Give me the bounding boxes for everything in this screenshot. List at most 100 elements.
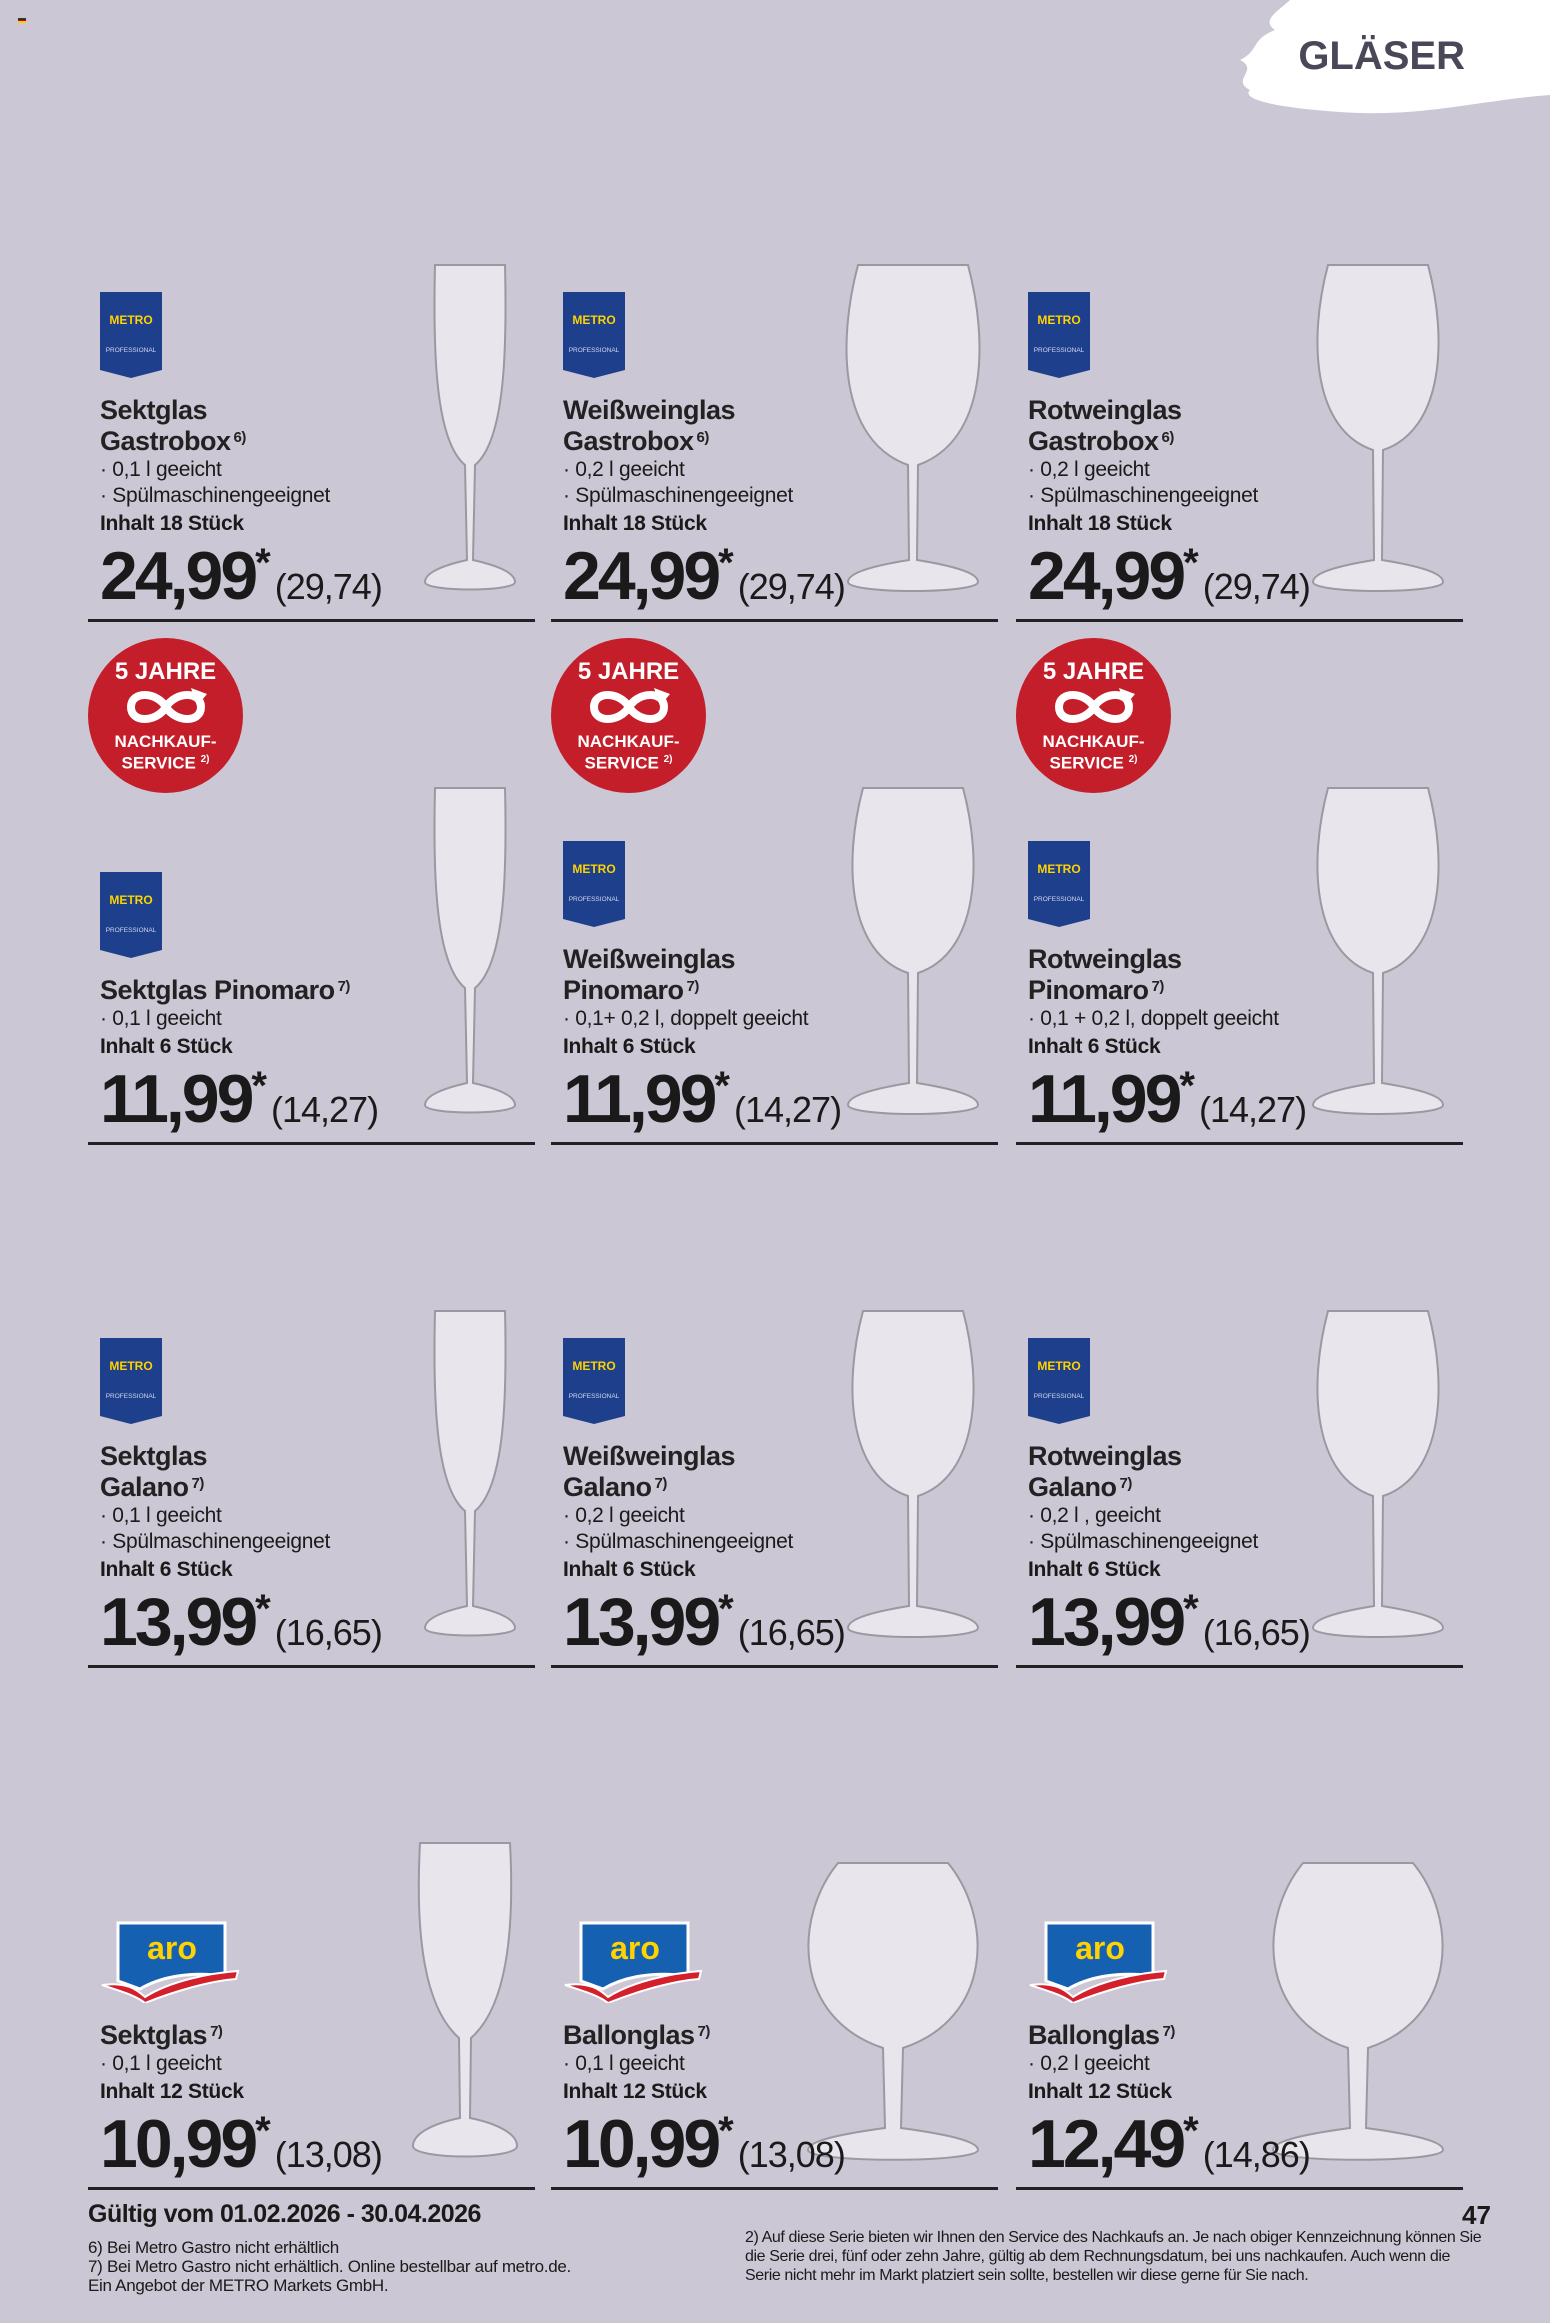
price-asterisk: * [1179,1064,1195,1108]
aro-brand-logo: aro [563,1921,863,2008]
title-line: Weißweinglas [563,1441,736,1471]
pack-size: Inhalt 18 Stück [100,512,244,535]
pack-size: Inhalt 12 Stück [100,2080,244,2103]
svg-text:PROFESSIONAL: PROFESSIONAL [1034,1393,1085,1400]
product-card[interactable]: METRO PROFESSIONAL Rotweinglas Galano 7) · 0,… [1016,1180,1463,1668]
svg-text:PROFESSIONAL: PROFESSIONAL [106,927,157,934]
category-title: GLÄSER [1298,34,1465,78]
price: 13,99*(16,65) [100,1587,400,1657]
title-line: Weißweinglas [563,395,736,425]
net-price: 11,99 [100,1061,254,1137]
product-card[interactable]: aro Ballonglas 7) · 0,1 l geeicht Inhalt 12 … [551,1720,998,2190]
badge-text: SERVICE [1049,753,1124,773]
pack-size: Inhalt 6 Stück [563,1035,696,1058]
product-title: Ballonglas 7) [1028,2020,1328,2051]
svg-text:aro: aro [147,1930,197,1966]
price-asterisk: * [718,541,734,585]
metro-brand-logo: METRO PROFESSIONAL [1028,292,1328,383]
product-info: METRO PROFESSIONAL Weißweinglas Gastrobox 6)… [563,292,863,611]
product-card[interactable]: aro Ballonglas 7) · 0,2 l geeicht Inhalt 12 … [1016,1720,1463,2190]
title-line: Pinomaro [563,975,684,1005]
price: 24,99*(29,74) [100,541,400,611]
gross-price: (14,27) [271,1089,379,1130]
aro-brand-logo: aro [100,1921,400,2008]
product-feature: · Spülmaschinengeeignet [1028,484,1259,507]
footnote-ref: 7) [697,2023,711,2040]
product-info: METRO PROFESSIONAL Rotweinglas Gastrobox 6) ·… [1028,292,1328,611]
glass-image [1303,260,1453,605]
metro-brand-logo: METRO PROFESSIONAL [1028,1338,1328,1429]
product-title: Sektglas Gastrobox 6) [100,395,400,457]
price-asterisk: * [1183,1587,1199,1631]
page-number: 47 [1462,2200,1491,2230]
product-feature: · 0,2 l geeicht [563,1504,685,1527]
infinity-arrow-icon [589,688,670,723]
glass-image [405,1838,525,2173]
product-title: Rotweinglas Galano 7) [1028,1441,1328,1503]
footnote-ref: 7) [686,978,700,995]
title-line: Galano [100,1472,189,1502]
product-feature: · Spülmaschinengeeignet [1028,1530,1259,1553]
product-feature: · 0,2 l geeicht [1028,458,1150,481]
price-asterisk: * [255,1587,271,1631]
product-card[interactable]: 5 JAHRE NACHKAUF- SERVICE 2) METRO PROFESSIO… [551,638,998,1145]
glass-image [1263,1858,1453,2173]
footnote-ref: 7) [191,1475,205,1492]
pack-size: Inhalt 18 Stück [1028,512,1172,535]
svg-text:METRO: METRO [109,313,152,327]
product-info: METRO PROFESSIONAL Sektglas Galano 7) · 0,1 l… [100,1338,400,1657]
svg-text:METRO: METRO [109,1359,152,1373]
footnote: Ein Angebot der METRO Markets GmbH. [88,2276,389,2295]
product-title: Sektglas 7) [100,2020,400,2051]
net-price: 13,99 [563,1584,721,1660]
product-info: METRO PROFESSIONAL Weißweinglas Pinomaro 7) ·… [563,841,863,1134]
footnote-ref: 6) [233,429,247,446]
title-line: Weißweinglas [563,944,736,974]
glass-image [798,1858,988,2173]
product-card[interactable]: METRO PROFESSIONAL Rotweinglas Gastrobox 6) ·… [1016,200,1463,622]
svg-text:METRO: METRO [572,313,615,327]
nachkauf-service-badge: 5 JAHRE NACHKAUF- SERVICE 2) [88,638,243,793]
glass-image [415,260,525,605]
net-price: 11,99 [1028,1061,1182,1137]
svg-text:METRO: METRO [1037,1359,1080,1373]
footnotes-left: 6) Bei Metro Gastro nicht erhältlich 7) … [88,2238,571,2295]
product-card[interactable]: aro Sektglas 7) · 0,1 l geeicht Inhalt 12 St… [88,1720,535,2190]
glass-image [415,783,525,1128]
gross-price: (16,65) [737,1612,846,1653]
svg-text:PROFESSIONAL: PROFESSIONAL [569,896,620,903]
product-card[interactable]: 5 JAHRE NACHKAUF- SERVICE 2) METRO PROFESSIO… [1016,638,1463,1145]
product-feature: · 0,2 l geeicht [563,458,685,481]
title-line: Sektglas [100,395,208,425]
product-info: aro Sektglas 7) · 0,1 l geeicht Inhalt 12 St… [100,1921,400,2179]
product-title: Ballonglas 7) [563,2020,863,2051]
product-info: aro Ballonglas 7) · 0,2 l geeicht Inhalt 12 … [1028,1921,1328,2179]
product-title: Weißweinglas Gastrobox 6) [563,395,863,457]
net-price: 10,99 [100,2106,258,2182]
product-info: METRO PROFESSIONAL Rotweinglas Pinomaro 7) · … [1028,841,1328,1134]
pack-size: Inhalt 12 Stück [563,2080,707,2103]
pack-size: Inhalt 6 Stück [1028,1035,1161,1058]
product-feature: · 0,2 l geeicht [1028,2052,1150,2075]
product-card[interactable]: METRO PROFESSIONAL Sektglas Gastrobox 6) · 0,… [88,200,535,622]
product-feature: · Spülmaschinengeeignet [563,1530,794,1553]
glass-image [838,260,988,605]
footnote-ref: 6) [1161,429,1175,446]
product-info: METRO PROFESSIONAL Sektglas Pinomaro 7) · 0,… [100,872,400,1134]
svg-text:PROFESSIONAL: PROFESSIONAL [1034,347,1085,354]
price: 13,99*(16,65) [1028,1587,1328,1657]
pack-size: Inhalt 6 Stück [563,1558,696,1581]
metro-brand-logo: METRO PROFESSIONAL [563,292,863,383]
price-asterisk: * [251,1064,267,1108]
product-card[interactable]: METRO PROFESSIONAL Weißweinglas Gastrobox 6)… [551,200,998,622]
product-info: METRO PROFESSIONAL Rotweinglas Galano 7) · 0,… [1028,1338,1328,1657]
product-card[interactable]: METRO PROFESSIONAL Sektglas Galano 7) · 0,1 l… [88,1180,535,1668]
product-card[interactable]: 5 JAHRE NACHKAUF- SERVICE 2) METRO PROFESSIO… [88,638,535,1145]
pack-size: Inhalt 6 Stück [100,1035,233,1058]
gross-price: (13,08) [737,2134,846,2175]
product-card[interactable]: METRO PROFESSIONAL Weißweinglas Galano 7) · 0… [551,1180,998,1668]
infinity-arrow-icon [126,688,207,723]
brush-stroke-decoration [1240,0,1550,114]
net-price: 24,99 [563,538,721,614]
product-feature: · 0,1 l geeicht [563,2052,685,2075]
